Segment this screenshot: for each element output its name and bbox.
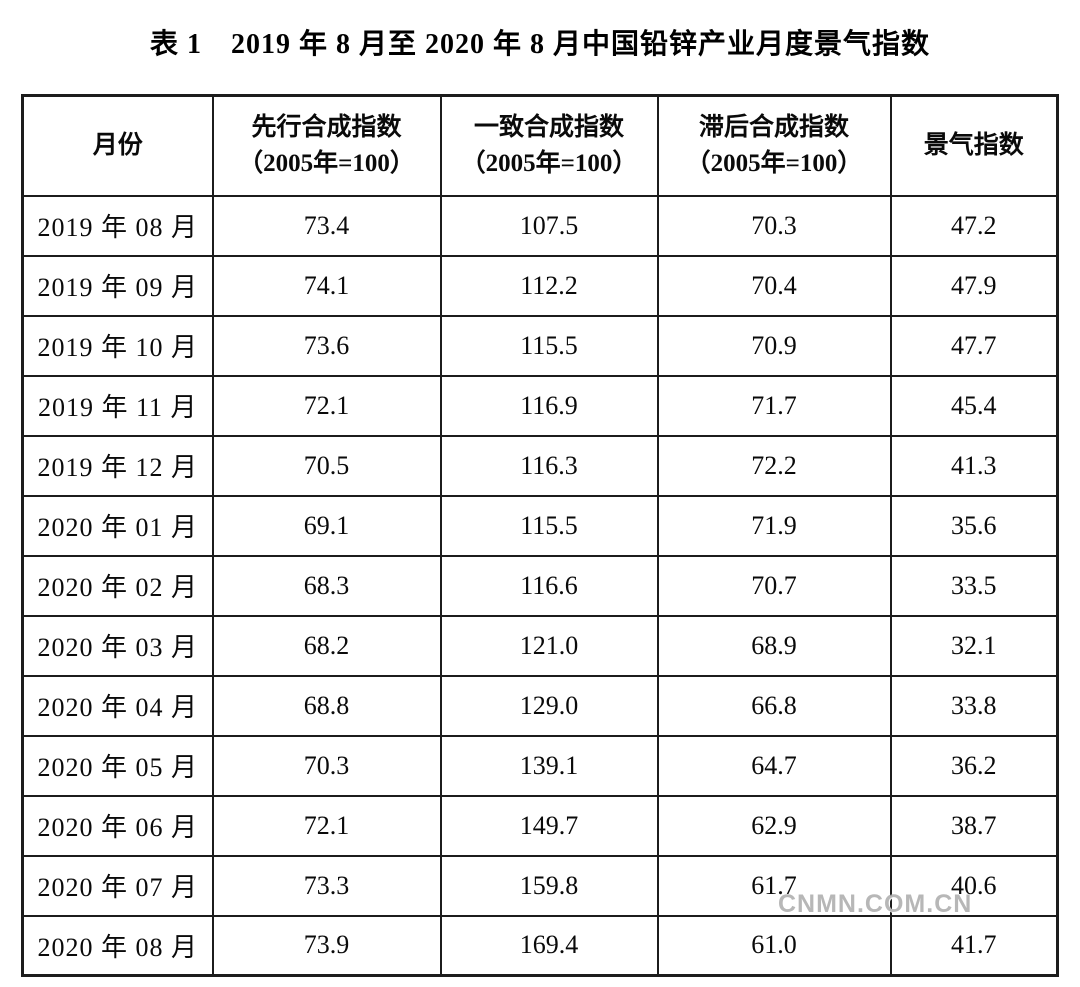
leading-index-cell: 73.9 <box>211 914 442 977</box>
coincident-index-cell: 169.4 <box>439 914 659 977</box>
col-header-coincident-line2: （2005年=100） <box>460 149 638 177</box>
month-cell: 2019 年 12 月 <box>21 434 214 497</box>
col-header-month: 月份 <box>21 94 214 197</box>
prosperity-index-cell: 32.1 <box>889 614 1059 677</box>
col-header-prosperity-index: 景气指数 <box>889 94 1059 197</box>
month-cell: 2020 年 08 月 <box>21 914 214 977</box>
prosperity-index-cell: 47.2 <box>889 194 1059 257</box>
lagging-index-cell: 70.7 <box>656 554 892 617</box>
table-row: 2020 年 05 月 70.3 139.1 64.7 36.2 <box>21 734 1059 797</box>
coincident-index-cell: 115.5 <box>439 494 659 557</box>
leading-index-cell: 68.2 <box>211 614 442 677</box>
table-row: 2020 年 04 月 68.8 129.0 66.8 33.8 <box>21 674 1059 737</box>
leading-index-cell: 70.3 <box>211 734 442 797</box>
lagging-index-cell: 66.8 <box>656 674 892 737</box>
leading-index-cell: 70.5 <box>211 434 442 497</box>
table-row: 2019 年 11 月 72.1 116.9 71.7 45.4 <box>21 374 1059 437</box>
table-header-row: 月份 先行合成指数 （2005年=100） 一致合成指数 （2005年=100）… <box>21 94 1059 197</box>
coincident-index-cell: 107.5 <box>439 194 659 257</box>
leading-index-cell: 68.3 <box>211 554 442 617</box>
coincident-index-cell: 149.7 <box>439 794 659 857</box>
table-row: 2019 年 10 月 73.6 115.5 70.9 47.7 <box>21 314 1059 377</box>
coincident-index-cell: 129.0 <box>439 674 659 737</box>
leading-index-cell: 73.6 <box>211 314 442 377</box>
coincident-index-cell: 159.8 <box>439 854 659 917</box>
lagging-index-cell: 70.3 <box>656 194 892 257</box>
month-cell: 2020 年 04 月 <box>21 674 214 737</box>
leading-index-cell: 73.3 <box>211 854 442 917</box>
prosperity-index-table: 月份 先行合成指数 （2005年=100） 一致合成指数 （2005年=100）… <box>21 94 1059 977</box>
col-header-lagging-line2: （2005年=100） <box>685 149 863 177</box>
leading-index-cell: 74.1 <box>211 254 442 317</box>
month-cell: 2020 年 02 月 <box>21 554 214 617</box>
leading-index-cell: 73.4 <box>211 194 442 257</box>
coincident-index-cell: 121.0 <box>439 614 659 677</box>
table-row: 2020 年 03 月 68.2 121.0 68.9 32.1 <box>21 614 1059 677</box>
prosperity-index-cell: 38.7 <box>889 794 1059 857</box>
leading-index-cell: 72.1 <box>211 374 442 437</box>
month-cell: 2020 年 05 月 <box>21 734 214 797</box>
coincident-index-cell: 116.9 <box>439 374 659 437</box>
month-cell: 2019 年 09 月 <box>21 254 214 317</box>
coincident-index-cell: 116.6 <box>439 554 659 617</box>
month-cell: 2020 年 07 月 <box>21 854 214 917</box>
col-header-coincident-index: 一致合成指数 （2005年=100） <box>439 94 659 197</box>
lagging-index-cell: 70.4 <box>656 254 892 317</box>
coincident-index-cell: 139.1 <box>439 734 659 797</box>
table-row: 2020 年 02 月 68.3 116.6 70.7 33.5 <box>21 554 1059 617</box>
prosperity-index-cell: 45.4 <box>889 374 1059 437</box>
prosperity-index-cell: 33.8 <box>889 674 1059 737</box>
table-body: 2019 年 08 月 73.4 107.5 70.3 47.2 2019 年 … <box>21 194 1059 977</box>
table-row: 2019 年 09 月 74.1 112.2 70.4 47.9 <box>21 254 1059 317</box>
coincident-index-cell: 112.2 <box>439 254 659 317</box>
lagging-index-cell: 64.7 <box>656 734 892 797</box>
prosperity-index-cell: 40.6 <box>889 854 1059 917</box>
table-row: 2019 年 08 月 73.4 107.5 70.3 47.2 <box>21 194 1059 257</box>
month-cell: 2020 年 03 月 <box>21 614 214 677</box>
month-cell: 2020 年 06 月 <box>21 794 214 857</box>
coincident-index-cell: 115.5 <box>439 314 659 377</box>
coincident-index-cell: 116.3 <box>439 434 659 497</box>
col-header-leading-line1: 先行合成指数 <box>251 113 402 141</box>
prosperity-index-cell: 41.7 <box>889 914 1059 977</box>
lagging-index-cell: 61.7 <box>656 854 892 917</box>
table-row: 2019 年 12 月 70.5 116.3 72.2 41.3 <box>21 434 1059 497</box>
month-cell: 2019 年 10 月 <box>21 314 214 377</box>
col-header-leading-line2: （2005年=100） <box>238 149 415 177</box>
month-cell: 2019 年 08 月 <box>21 194 214 257</box>
leading-index-cell: 69.1 <box>211 494 442 557</box>
prosperity-index-cell: 47.9 <box>889 254 1059 317</box>
month-cell: 2020 年 01 月 <box>21 494 214 557</box>
leading-index-cell: 72.1 <box>211 794 442 857</box>
table-row: 2020 年 08 月 73.9 169.4 61.0 41.7 <box>21 914 1059 977</box>
prosperity-index-cell: 36.2 <box>889 734 1059 797</box>
leading-index-cell: 68.8 <box>211 674 442 737</box>
lagging-index-cell: 72.2 <box>656 434 892 497</box>
prosperity-index-cell: 35.6 <box>889 494 1059 557</box>
col-header-lagging-line1: 滞后合成指数 <box>698 113 849 141</box>
month-cell: 2019 年 11 月 <box>21 374 214 437</box>
lagging-index-cell: 61.0 <box>656 914 892 977</box>
table-row: 2020 年 06 月 72.1 149.7 62.9 38.7 <box>21 794 1059 857</box>
prosperity-index-cell: 41.3 <box>889 434 1059 497</box>
col-header-prosperity-label: 景气指数 <box>923 131 1024 159</box>
prosperity-index-cell: 33.5 <box>889 554 1059 617</box>
lagging-index-cell: 68.9 <box>656 614 892 677</box>
lagging-index-cell: 70.9 <box>656 314 892 377</box>
col-header-coincident-line1: 一致合成指数 <box>473 113 624 141</box>
col-header-leading-index: 先行合成指数 （2005年=100） <box>211 94 442 197</box>
table-row: 2020 年 07 月 73.3 159.8 61.7 40.6 <box>21 854 1059 917</box>
lagging-index-cell: 71.9 <box>656 494 892 557</box>
lagging-index-cell: 62.9 <box>656 794 892 857</box>
page-title: 表 1 2019 年 8 月至 2020 年 8 月中国铅锌产业月度景气指数 <box>149 29 930 60</box>
table-row: 2020 年 01 月 69.1 115.5 71.9 35.6 <box>21 494 1059 557</box>
prosperity-index-cell: 47.7 <box>889 314 1059 377</box>
lagging-index-cell: 71.7 <box>656 374 892 437</box>
col-header-lagging-index: 滞后合成指数 （2005年=100） <box>656 94 892 197</box>
col-header-month-label: 月份 <box>92 131 143 159</box>
